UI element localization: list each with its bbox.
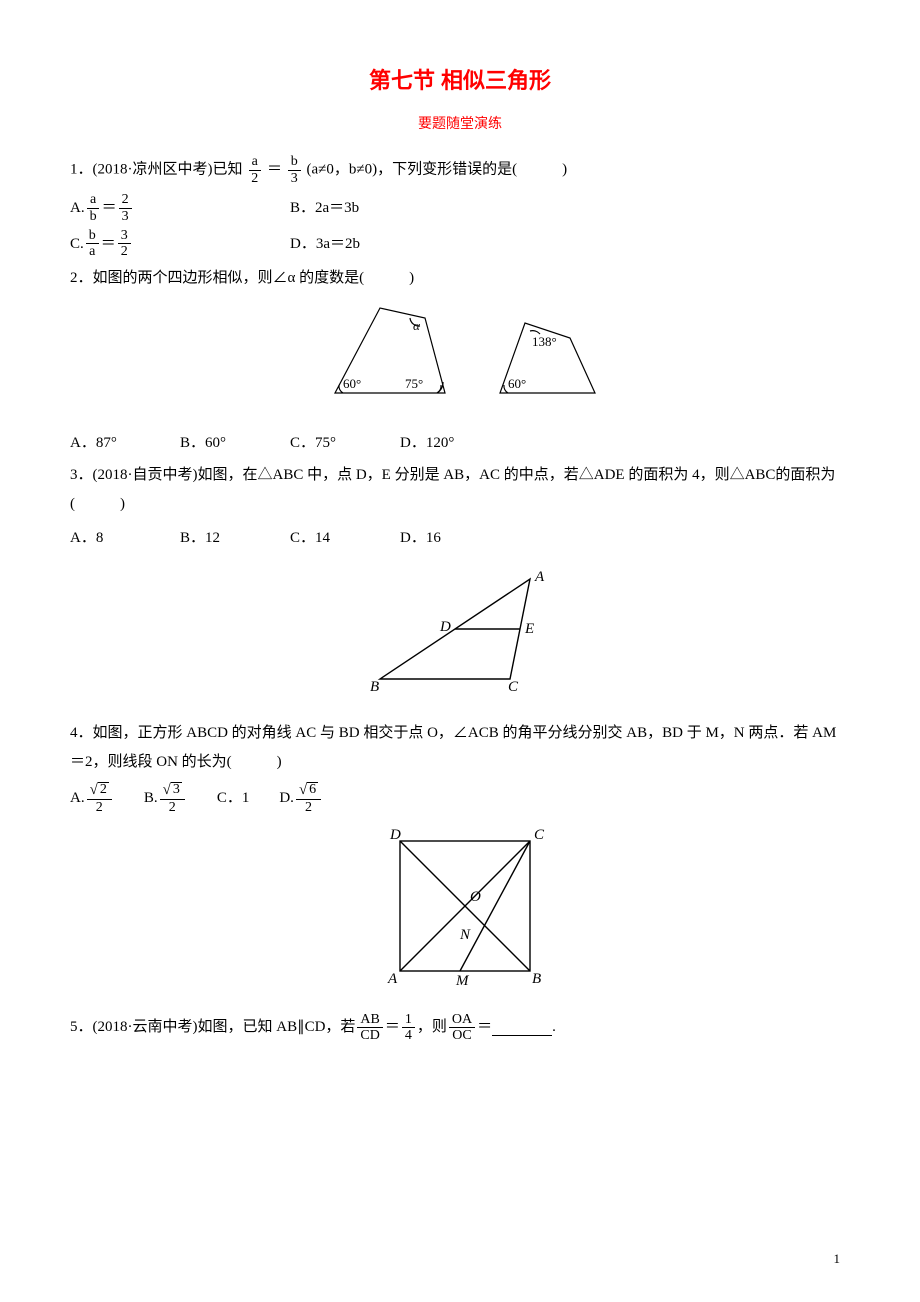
svg-text:75°: 75° bbox=[405, 376, 423, 391]
q2-option-c: C．75° bbox=[290, 429, 400, 458]
svg-text:D: D bbox=[389, 827, 401, 843]
q3-option-d: D．16 bbox=[400, 524, 510, 553]
svg-text:B: B bbox=[370, 679, 379, 695]
q1-prefix: 1．(2018·凉州区中考)已知 bbox=[70, 162, 243, 178]
svg-text:O: O bbox=[470, 889, 481, 905]
q4-option-b: B. √3 2 bbox=[144, 782, 187, 815]
q3-figure: A B C D E bbox=[70, 559, 850, 710]
triangle-svg: A B C D E bbox=[350, 559, 570, 699]
svg-text:C: C bbox=[534, 827, 545, 843]
q1-option-c: C. b a ＝ 3 2 bbox=[70, 228, 290, 260]
question-2: 2．如图的两个四边形相似，则∠α 的度数是( ) bbox=[70, 264, 850, 293]
q1-options-row2: C. b a ＝ 3 2 D． 3a＝2b bbox=[70, 228, 850, 260]
question-4: 4．如图，正方形 ABCD 的对角线 AC 与 BD 相交于点 O，∠ACB 的… bbox=[70, 719, 850, 776]
square-svg: D C A B M O N bbox=[360, 821, 560, 991]
section-title: 第七节 相似三角形 bbox=[70, 60, 850, 102]
question-1: 1．(2018·凉州区中考)已知 a 2 ＝ b 3 (a≠0，b≠0)，下列变… bbox=[70, 154, 850, 186]
question-3: 3．(2018·自贡中考)如图，在△ABC 中，点 D，E 分别是 AB，AC … bbox=[70, 461, 850, 518]
q1-cond: (a≠0，b≠0)，下列变形错误的是( ) bbox=[307, 162, 568, 178]
q1-option-d: D． 3a＝2b bbox=[290, 228, 510, 260]
svg-text:A: A bbox=[534, 569, 545, 585]
svg-text:A: A bbox=[387, 971, 398, 987]
q2-option-d: D．120° bbox=[400, 429, 510, 458]
q1-eq: ＝ bbox=[267, 162, 282, 178]
quadrilaterals-svg: α 60° 75° 138° 60° bbox=[295, 298, 625, 408]
q4-option-a: A. √2 2 bbox=[70, 782, 114, 815]
svg-text:D: D bbox=[439, 619, 451, 635]
question-5: 5．(2018·云南中考)如图，已知 AB∥CD，若 AB CD ＝ 1 4 ，… bbox=[70, 1012, 850, 1044]
svg-text:E: E bbox=[524, 621, 534, 637]
q4-option-d: D. √6 2 bbox=[279, 782, 323, 815]
svg-text:M: M bbox=[455, 973, 470, 989]
svg-text:α: α bbox=[413, 318, 421, 333]
q4-option-c: C． 1 bbox=[217, 784, 250, 813]
q1-option-a: A. a b ＝ 2 3 bbox=[70, 192, 290, 224]
q2-figure: α 60° 75° 138° 60° bbox=[70, 298, 850, 419]
q1-frac2: b 3 bbox=[288, 154, 301, 186]
fill-blank bbox=[492, 1020, 552, 1036]
svg-text:60°: 60° bbox=[508, 376, 526, 391]
q1-options-row1: A. a b ＝ 2 3 B． 2a＝3b bbox=[70, 192, 850, 224]
svg-text:B: B bbox=[532, 971, 541, 987]
q4-options: A. √2 2 B. √3 2 C． 1 D. √6 2 bbox=[70, 782, 850, 815]
q3-option-c: C．14 bbox=[290, 524, 400, 553]
svg-text:N: N bbox=[459, 927, 471, 943]
q3-options: A．8 B．12 C．14 D．16 bbox=[70, 524, 850, 553]
q1-frac1: a 2 bbox=[248, 154, 261, 186]
svg-text:C: C bbox=[508, 679, 519, 695]
svg-text:138°: 138° bbox=[532, 334, 557, 349]
q3-option-a: A．8 bbox=[70, 524, 180, 553]
q4-figure: D C A B M O N bbox=[70, 821, 850, 1002]
q2-options: A．87° B．60° C．75° D．120° bbox=[70, 429, 850, 458]
page-number: 1 bbox=[834, 1247, 841, 1272]
q2-option-a: A．87° bbox=[70, 429, 180, 458]
section-subtitle: 要题随堂演练 bbox=[70, 112, 850, 139]
q1-option-b: B． 2a＝3b bbox=[290, 192, 510, 224]
svg-text:60°: 60° bbox=[343, 376, 361, 391]
q2-option-b: B．60° bbox=[180, 429, 290, 458]
q3-option-b: B．12 bbox=[180, 524, 290, 553]
